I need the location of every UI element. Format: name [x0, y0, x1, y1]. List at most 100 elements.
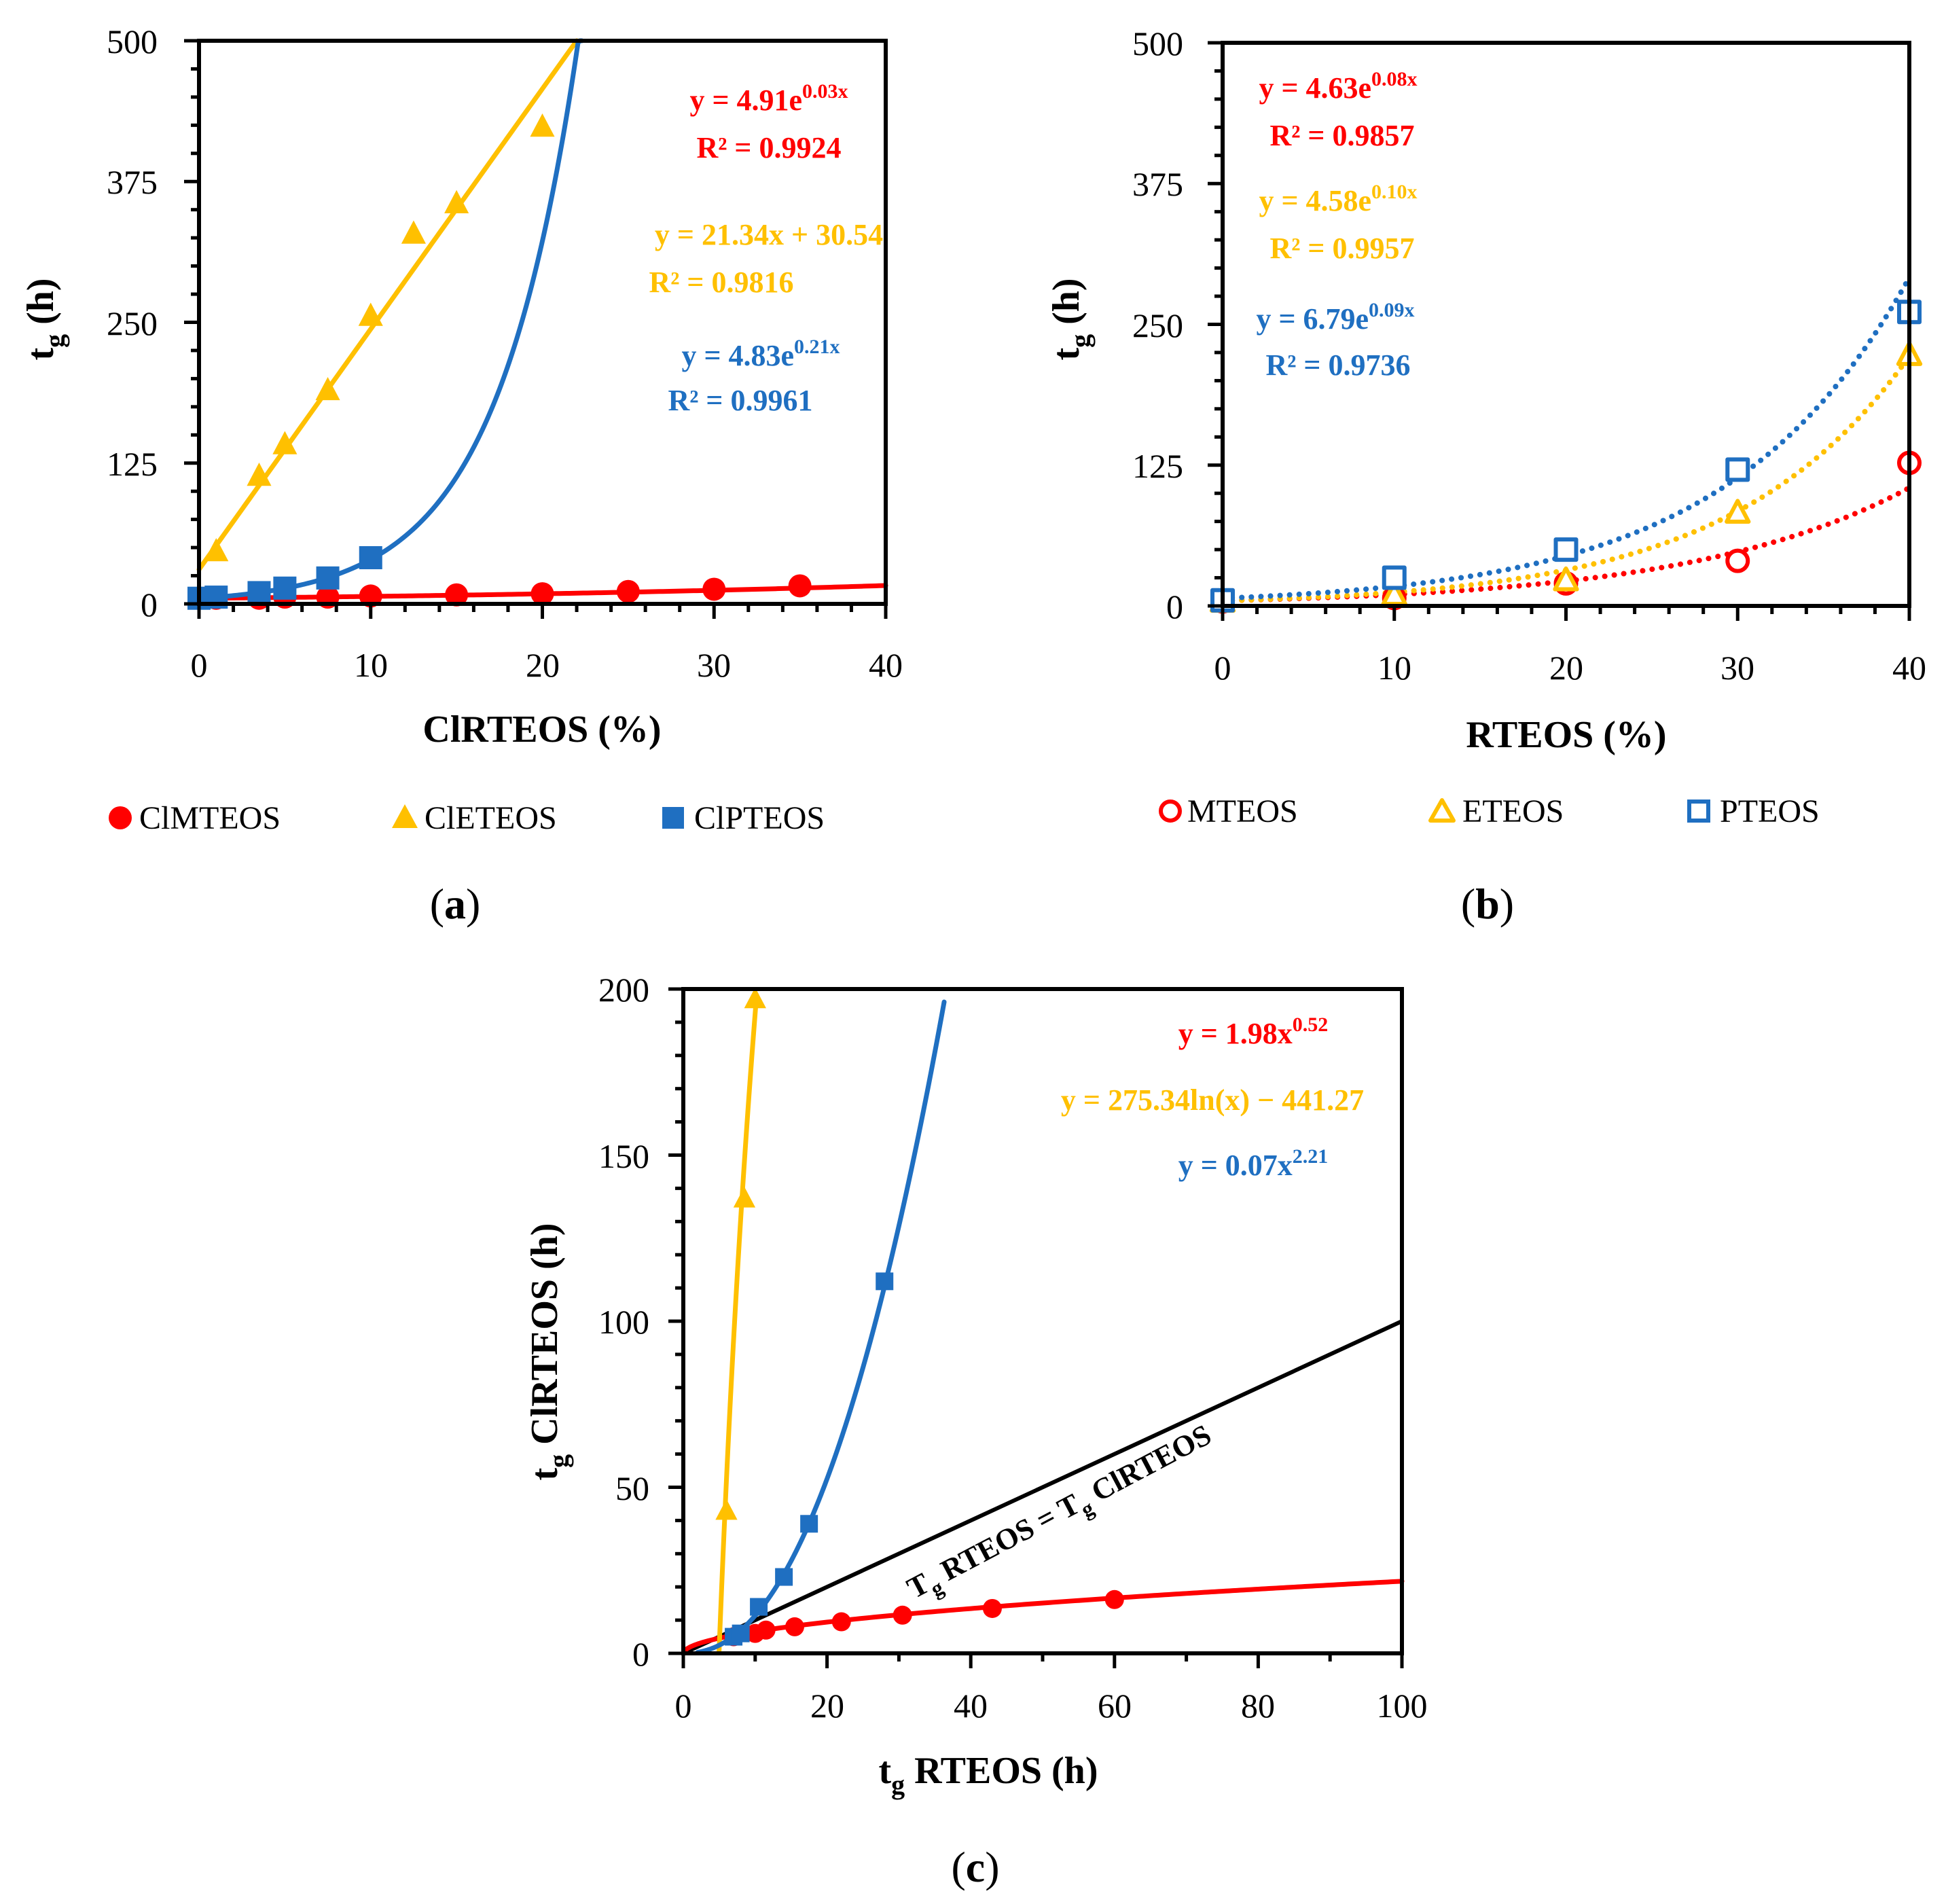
x-tick-label: 30: [697, 646, 731, 684]
panel-b: 500 375 250 125 0 0 10 20 30 40 RTEOS (%…: [1045, 24, 1926, 928]
data-point-square: [800, 1515, 818, 1533]
data-point-triangle: [272, 431, 298, 454]
identity-line: [682, 1319, 1403, 1655]
r-squared-red: R² = 0.9857: [1269, 119, 1414, 152]
y-tick-label: 375: [1132, 165, 1183, 203]
data-point-circle: [530, 582, 554, 606]
y-tick-label: 250: [107, 304, 158, 342]
data-point-triangle: [358, 302, 383, 326]
data-point-circle: [445, 583, 469, 607]
x-tick-label: 0: [675, 1687, 692, 1725]
data-point-triangle: [1553, 566, 1579, 592]
x-tick-label: 20: [810, 1687, 844, 1725]
data-point-square: [876, 1272, 894, 1291]
x-tick-label: 0: [1214, 649, 1231, 687]
data-point-circle: [616, 579, 640, 603]
data-point-triangle: [1725, 499, 1751, 524]
y-tick-label: 100: [598, 1303, 649, 1341]
fit-curve-blue: [196, 38, 585, 601]
y-tick-label: 125: [107, 445, 158, 483]
legend-marker-circle: [109, 806, 132, 829]
legend-b: MTEOS ETEOS PTEOS: [1159, 793, 1820, 829]
x-tick-label: 100: [1377, 1687, 1428, 1725]
fit-equation-red: y = 4.63e0.08x: [1259, 68, 1417, 105]
data-point-circle: [893, 1605, 912, 1625]
data-point-square: [1382, 565, 1407, 590]
fit-equation-red: y = 1.98x0.52: [1178, 1013, 1329, 1050]
x-tick-label: 40: [954, 1687, 988, 1725]
data-point-triangle: [444, 190, 469, 213]
data-point-square: [316, 566, 340, 590]
legend-marker-circle: [1159, 800, 1182, 823]
legend-label: ClETEOS: [425, 800, 557, 836]
data-point-square: [247, 581, 271, 605]
fit-curve-yellow: [717, 992, 759, 1653]
legend-marker-square: [1687, 800, 1710, 823]
y-tick-label: 375: [107, 163, 158, 201]
x-axis-label: tg RTEOS (h): [879, 1750, 1098, 1800]
data-point-square: [750, 1598, 768, 1616]
data-point-square: [732, 1624, 750, 1642]
legend-a: ClMTEOS ClETEOS ClPTEOS: [109, 800, 825, 836]
x-tick-label: 20: [1549, 649, 1583, 687]
data-point-triangle: [733, 1187, 756, 1208]
data-point-triangle: [204, 538, 229, 562]
legend-label: ClMTEOS: [139, 800, 281, 836]
fit-equation-blue: y = 4.83e0.21x: [681, 336, 840, 372]
data-point-triangle: [530, 113, 555, 137]
y-tick-label: 0: [1166, 588, 1183, 626]
y-tick-label: 500: [1132, 24, 1183, 62]
y-tick-label: 0: [632, 1635, 649, 1673]
fit-equation-yellow: y = 4.58e0.10x: [1259, 181, 1417, 217]
y-axis-label: tg ClRTEOS (h): [524, 1223, 574, 1481]
panel-a: 500 375 250 125 0 0 10 20 30 40 ClRTEOS …: [20, 22, 903, 928]
data-point-square: [775, 1568, 793, 1586]
legend-label: ClPTEOS: [694, 800, 825, 836]
panel-tag-b: (b): [1461, 880, 1514, 928]
x-tick-label: 0: [191, 646, 208, 684]
fit-equation-blue: y = 6.79e0.09x: [1256, 299, 1414, 336]
identity-line-label: Tg RTEOS = Tg ClRTEOS: [901, 1418, 1219, 1611]
x-tick-label: 30: [1720, 649, 1754, 687]
fit-curve-red: [681, 1579, 1405, 1656]
y-tick-label: 50: [615, 1469, 649, 1507]
x-axis-label: RTEOS (%): [1466, 714, 1666, 756]
r-squared-yellow: R² = 0.9816: [649, 266, 793, 299]
y-tick-label: 500: [107, 22, 158, 60]
data-point-square: [1725, 457, 1750, 482]
legend-label: PTEOS: [1720, 793, 1820, 829]
data-point-circle: [756, 1620, 776, 1640]
fit-curve-yellow: [196, 38, 579, 572]
x-tick-label: 10: [354, 646, 388, 684]
y-tick-label: 250: [1132, 306, 1183, 344]
y-tick-label: 200: [598, 971, 649, 1009]
data-point-triangle: [315, 376, 340, 401]
data-point-square: [359, 546, 382, 570]
legend-marker-triangle: [392, 804, 418, 828]
legend-label: ETEOS: [1462, 793, 1564, 829]
r-squared-yellow: R² = 0.9957: [1269, 232, 1414, 265]
data-point-circle: [1725, 548, 1750, 573]
r-squared-red: R² = 0.9924: [696, 131, 841, 164]
fit-equation-yellow: y = 275.34ln(x) − 441.27: [1061, 1083, 1364, 1117]
data-point-circle: [831, 1612, 851, 1632]
legend-label: MTEOS: [1187, 793, 1298, 829]
x-tick-label: 40: [1892, 649, 1926, 687]
x-axis-label: ClRTEOS (%): [422, 708, 661, 751]
panel-tag-a: (a): [430, 880, 481, 928]
legend-marker-square: [662, 807, 684, 829]
y-tick-label: 125: [1132, 447, 1183, 485]
data-point-circle: [785, 1617, 804, 1636]
fit-equation-blue: y = 0.07x2.21: [1178, 1145, 1329, 1182]
data-point-circle: [788, 574, 812, 598]
r-squared-blue: R² = 0.9961: [668, 384, 812, 417]
x-tick-label: 40: [869, 646, 903, 684]
x-tick-label: 80: [1241, 1687, 1275, 1725]
x-tick-label: 10: [1377, 649, 1411, 687]
legend-marker-triangle: [1428, 798, 1456, 823]
y-tick-label: 150: [598, 1137, 649, 1175]
fit-equation-red: y = 4.91e0.03x: [689, 80, 848, 117]
x-tick-label: 20: [526, 646, 560, 684]
y-tick-label: 0: [141, 586, 158, 624]
